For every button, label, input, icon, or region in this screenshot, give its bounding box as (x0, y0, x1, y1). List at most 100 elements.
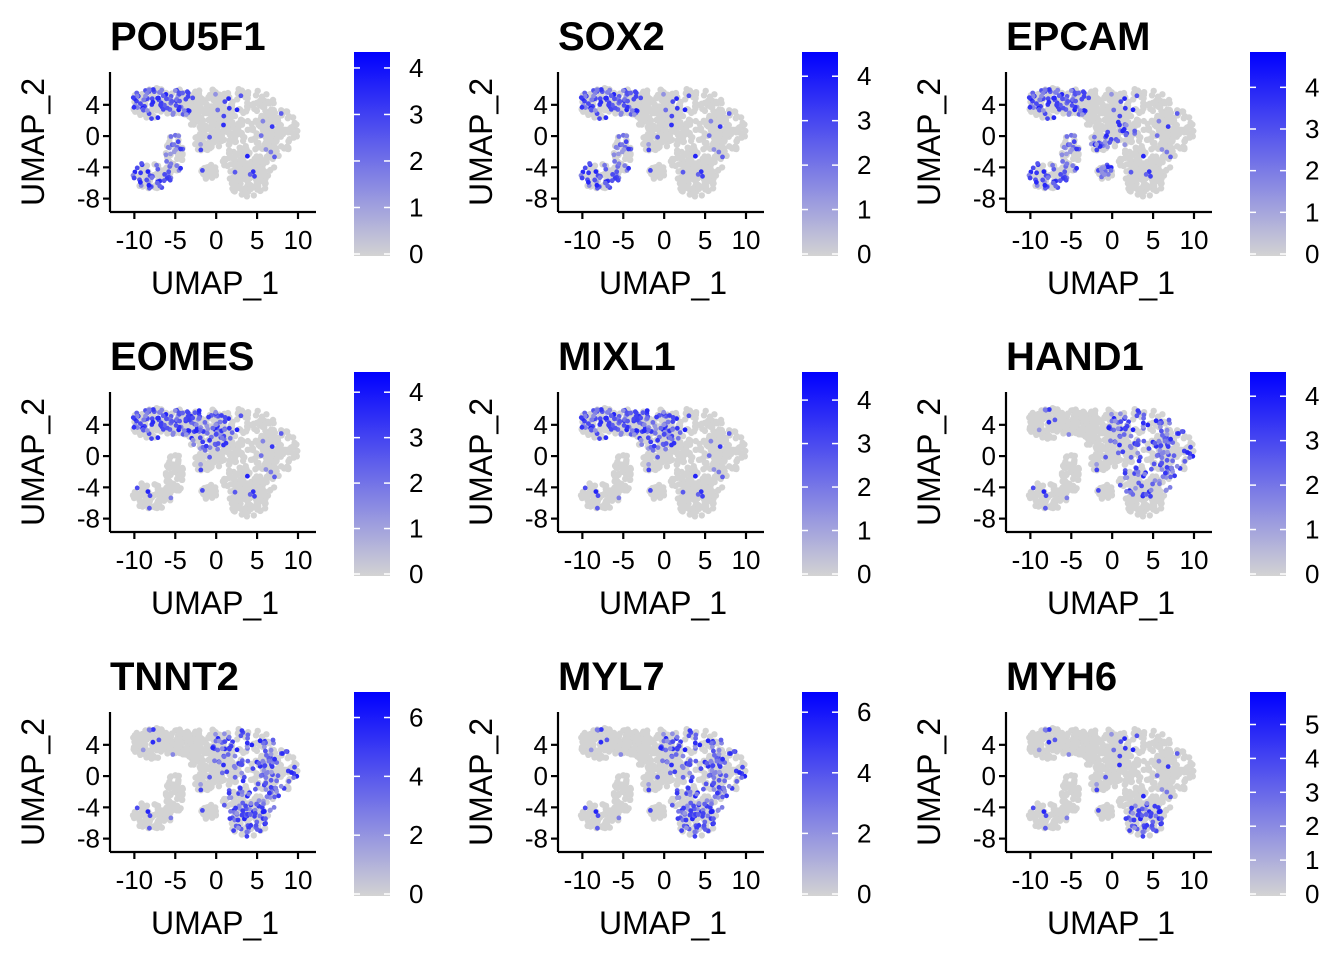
cell-point-expressing (1069, 103, 1075, 108)
cell-point-expressing (234, 427, 240, 433)
cell-point-expressing (149, 175, 155, 181)
cell-point-expressing (147, 493, 153, 499)
cell-point (198, 106, 205, 113)
cell-point-expressing (617, 99, 623, 104)
cell-point (1174, 143, 1181, 150)
cell-point (627, 150, 634, 157)
cell-point-expressing (174, 163, 180, 169)
cell-point-expressing (661, 91, 666, 97)
cell-point (285, 129, 292, 136)
cell-point-expressing (206, 414, 212, 420)
y-tick-label: 0 (86, 441, 100, 471)
cell-point-expressing (258, 453, 264, 458)
cell-point-expressing (582, 93, 588, 99)
cell-point (227, 481, 234, 488)
legend-colorbar (802, 52, 838, 256)
x-tick-label: 5 (1146, 225, 1160, 255)
cell-point-expressing (138, 101, 143, 106)
legend-colorbar (1250, 52, 1286, 256)
cell-point (710, 130, 718, 137)
x-axis-label: UMAP_1 (599, 265, 727, 301)
cell-point (711, 91, 718, 98)
cell-point (732, 115, 739, 122)
cell-point (1123, 161, 1130, 168)
cell-point (205, 116, 212, 124)
cell-point-expressing (143, 93, 148, 99)
cell-point (226, 137, 233, 144)
cell-point (692, 117, 699, 125)
cell-point-expressing (149, 436, 154, 441)
cell-point-expressing (726, 111, 732, 116)
cell-point-expressing (1046, 87, 1052, 92)
x-tick-label: 5 (250, 545, 264, 575)
y-tick-label: -8 (77, 504, 100, 534)
cell-point-expressing (222, 99, 228, 104)
cell-point (686, 119, 694, 127)
cell-point-expressing (1130, 107, 1136, 113)
cell-point-expressing (1074, 165, 1079, 171)
cell-point (689, 186, 696, 193)
legend-tick-label: 1 (409, 514, 423, 544)
legend-tick-label: 0 (409, 239, 423, 269)
cell-point-expressing (1053, 183, 1059, 189)
cell-point-expressing (1104, 133, 1109, 139)
cell-point-expressing (144, 428, 150, 433)
cell-point (242, 143, 249, 150)
cell-point (690, 162, 697, 170)
cell-point-expressing (269, 444, 275, 449)
cell-point (1140, 177, 1147, 185)
cell-point (269, 96, 277, 104)
cell-point-expressing (198, 467, 204, 473)
cell-point (274, 132, 282, 139)
cell-point-expressing (669, 113, 675, 119)
cell-point (238, 129, 245, 137)
cell-point-expressing (183, 112, 189, 117)
cell-point-expressing (190, 437, 196, 443)
cell-point (269, 416, 277, 424)
cell-point-expressing (602, 162, 607, 168)
legend-tick-label: 2 (409, 468, 423, 498)
panel-title: EPCAM (1006, 15, 1150, 59)
cell-point-expressing (608, 107, 614, 112)
cell-point (263, 411, 270, 418)
cell-point (194, 112, 201, 119)
y-tick-label: 0 (534, 121, 548, 151)
cell-point (143, 162, 151, 169)
cell-point (1122, 154, 1129, 161)
cell-point (204, 164, 211, 171)
cell-point-expressing (626, 165, 631, 171)
cell-point-expressing (1065, 99, 1071, 104)
cell-point (262, 450, 270, 457)
cell-point (263, 158, 270, 166)
cell-point-expressing (263, 147, 269, 152)
cell-point (249, 184, 256, 191)
cell-point (686, 171, 694, 179)
cell-point (285, 465, 292, 472)
cell-point-expressing (187, 417, 192, 423)
cell-point (1158, 130, 1166, 137)
cell-point (1106, 113, 1114, 121)
cell-point-expressing (177, 98, 183, 104)
cell-points (1026, 85, 1197, 200)
cell-point (262, 180, 269, 187)
cell-point-expressing (203, 443, 209, 449)
cell-point-expressing (162, 102, 167, 108)
cell-point-expressing (177, 418, 183, 424)
cell-point (204, 95, 212, 102)
cell-point-expressing (1054, 102, 1059, 108)
cell-point (1100, 95, 1108, 102)
cell-point-expressing (633, 90, 639, 96)
cell-point-expressing (706, 133, 712, 139)
cell-point-expressing (1164, 149, 1170, 155)
x-tick-label: 10 (284, 545, 313, 575)
cell-point (692, 126, 699, 133)
cell-point (1105, 105, 1112, 112)
cell-point-expressing (1117, 122, 1122, 128)
cell-point (160, 497, 168, 504)
cell-point-expressing (164, 416, 169, 422)
cell-point (671, 127, 678, 135)
cell-point (1094, 106, 1101, 113)
cell-point (274, 118, 282, 125)
cell-point (726, 143, 733, 150)
